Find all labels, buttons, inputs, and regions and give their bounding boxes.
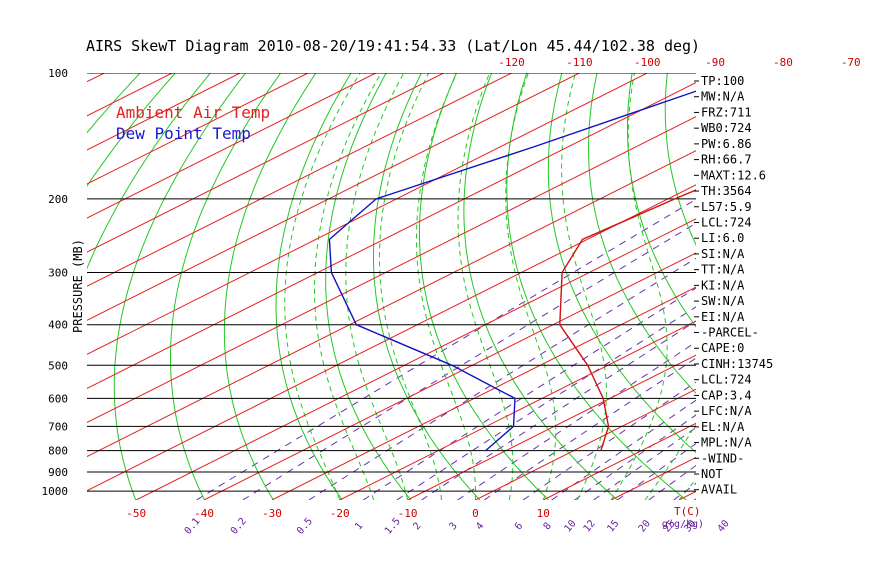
indices-item: WB0:724 — [701, 121, 752, 135]
indices-item: EI:N/A — [701, 310, 745, 324]
y-tick-label: 200 — [48, 193, 68, 206]
indices-item: RH:66.7 — [701, 153, 752, 167]
indices-item: CAPE:0 — [701, 341, 744, 355]
indices-item: LCL:724 — [701, 373, 752, 387]
indices-item: -WIND- — [701, 451, 744, 465]
chart-title: AIRS SkewT Diagram 2010-08-20/19:41:54.3… — [86, 37, 700, 55]
top-tick-label: -80 — [773, 56, 793, 69]
indices-item: NOT — [701, 467, 723, 481]
y-tick-label: 100 — [48, 67, 68, 80]
top-tick-label: -70 — [841, 56, 861, 69]
top-tick-label: -120 — [498, 56, 525, 69]
indices-item: -PARCEL- — [701, 326, 759, 340]
indices-item: TP:100 — [701, 74, 744, 88]
legend-ambient-temp: Ambient Air Temp — [116, 103, 270, 122]
indices-item: PW:6.86 — [701, 137, 752, 151]
y-tick-label: 400 — [48, 319, 68, 332]
bottom-tick-label: -50 — [126, 507, 146, 520]
indices-item: MPL:N/A — [701, 436, 752, 450]
indices-item: MW:N/A — [701, 90, 745, 104]
y-axis-label: PRESSURE (MB) — [71, 239, 85, 333]
indices-item: CAP:3.4 — [701, 388, 752, 402]
bottom-tick-label: -20 — [330, 507, 350, 520]
bottom-tick-label: 10 — [537, 507, 550, 520]
indices-item: FRZ:711 — [701, 105, 752, 119]
y-tick-label: 300 — [48, 267, 68, 280]
y-tick-label: 700 — [48, 420, 68, 433]
y-tick-label: 600 — [48, 392, 68, 405]
indices-item: LFC:N/A — [701, 404, 752, 418]
indices-item: SW:N/A — [701, 294, 745, 308]
indices-item: LI:6.0 — [701, 231, 744, 245]
indices-item: TH:3564 — [701, 184, 752, 198]
y-tick-label: 900 — [48, 466, 68, 479]
top-tick-label: -110 — [566, 56, 593, 69]
y-tick-label: 500 — [48, 359, 68, 372]
indices-item: EL:N/A — [701, 420, 745, 434]
bottom-tick-label: -10 — [398, 507, 418, 520]
bottom-tick-label: -40 — [194, 507, 214, 520]
indices-item: KI:N/A — [701, 278, 745, 292]
mixing-ratio-unit: g(g/kg) — [662, 519, 704, 530]
indices-item: TT:N/A — [701, 263, 745, 277]
top-tick-label: -100 — [634, 56, 661, 69]
bottom-axis-unit: T(C) — [674, 505, 701, 518]
y-tick-label: 1000 — [42, 485, 69, 498]
y-tick-label: 800 — [48, 445, 68, 458]
indices-item: L57:5.9 — [701, 200, 752, 214]
indices-item: LCL:724 — [701, 215, 752, 229]
indices-item: SI:N/A — [701, 247, 745, 261]
bottom-tick-label: 0 — [472, 507, 479, 520]
top-tick-label: -90 — [705, 56, 725, 69]
indices-item: MAXT:12.6 — [701, 168, 766, 182]
bottom-tick-label: -30 — [262, 507, 282, 520]
indices-item: CINH:13745 — [701, 357, 773, 371]
legend-dew-point: Dew Point Temp — [116, 124, 251, 143]
indices-item: AVAIL — [701, 483, 737, 497]
